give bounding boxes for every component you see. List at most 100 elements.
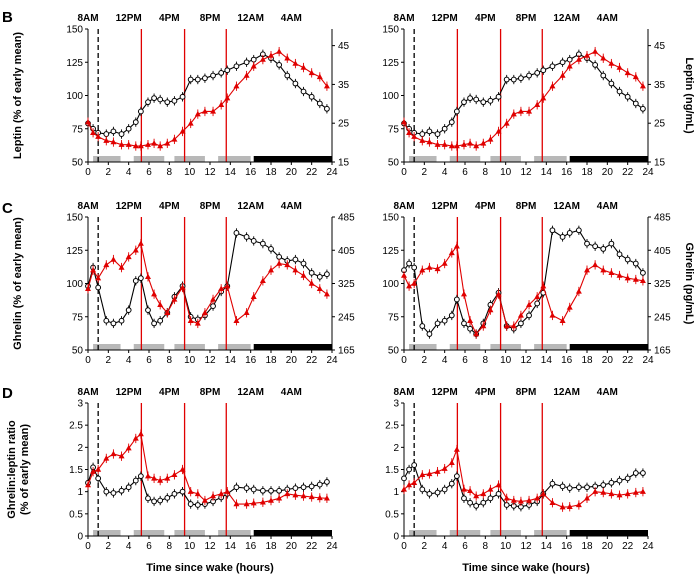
time-label: 12AM [237,201,264,212]
data-point-red [480,490,487,497]
data-point-red [90,129,97,135]
data-point-open [616,251,623,258]
data-point-red [401,118,407,125]
data-point-open [292,80,299,87]
data-point-red [616,492,623,498]
data-point-red [559,317,566,323]
data-point-red [300,272,307,278]
data-point-red [157,477,164,483]
y2-tick-label: 405 [654,246,671,257]
data-point-open [324,479,330,485]
data-point-open [137,108,144,115]
data-point-red [132,435,139,441]
data-point-red [308,493,315,500]
time-label: 4PM [475,13,496,24]
data-point-open [549,480,556,487]
y-tick-label: 125 [382,58,399,69]
x-tick-label: 12 [204,355,216,366]
time-label: 4AM [597,13,618,24]
data-point-red [179,128,186,134]
data-point-red [549,82,556,89]
data-point-open [268,246,274,252]
data-point-open [218,69,225,76]
data-point-open [164,494,171,501]
data-point-red [224,94,231,101]
data-point-red [584,495,590,501]
data-point-open [316,481,323,488]
x-tick-label: 18 [581,167,593,178]
data-point-red [448,459,455,466]
x-tick-label: 8 [167,355,173,366]
data-point-red [276,48,283,54]
data-point-open [233,230,240,236]
time-label: 8PM [200,13,221,24]
data-point-open [125,125,132,132]
data-point-red [441,465,448,471]
data-point-open [608,479,615,486]
data-point-red [194,490,201,497]
x-tick-label: 18 [581,541,593,552]
data-point-red [632,489,639,495]
data-point-open [461,320,467,327]
data-point-red [179,284,186,290]
x-tick-label: 22 [622,167,634,178]
y2-tick-label: 15 [338,158,350,169]
data-point-red [110,138,117,145]
data-point-red [434,265,441,272]
x-tick-label: 22 [306,355,318,366]
data-point-open [406,466,412,473]
data-point-open [171,97,178,104]
data-point-open [145,495,151,502]
data-point-open [534,300,541,307]
x-tick-label: 8 [483,541,489,552]
data-point-open [608,80,615,87]
data-point-red [250,63,257,69]
x-tick-label: 24 [326,355,338,366]
data-point-red [559,72,566,78]
data-point-open [487,97,494,104]
data-point-open [566,485,573,492]
light-period-bar [449,156,481,162]
data-point-open [426,331,433,337]
data-point-red [487,306,494,313]
y-tick-label: 1.5 [69,465,83,476]
time-label: 8PM [516,13,537,24]
data-point-red [401,272,407,278]
data-point-red [467,140,474,146]
data-point-red [233,500,240,507]
y2-tick-label: 165 [338,346,355,357]
data-point-red [448,142,455,149]
time-label: 8AM [77,13,98,24]
data-point-open [276,254,283,260]
data-point-red [201,309,208,315]
data-point-red [480,322,487,329]
data-point-open [584,484,590,491]
y-axis-label: Leptin (% of early mean) [12,32,24,159]
data-point-open [250,486,257,493]
data-point-open [224,67,231,74]
series-line-red [87,242,328,325]
data-point-red [566,304,573,310]
data-point-open [495,93,502,100]
x-tick-label: 20 [286,167,298,178]
data-point-red [503,120,510,126]
light-period-bar [409,344,437,350]
data-point-red [103,137,110,143]
data-point-red [164,309,171,315]
data-point-red [592,48,599,54]
time-label: 8AM [77,387,98,398]
data-point-open [467,95,473,102]
data-point-red [517,312,524,318]
data-point-red [608,490,615,497]
data-point-open [157,317,164,324]
data-point-open [419,323,426,329]
x-tick-label: 2 [422,541,428,552]
data-point-open [308,483,315,490]
x-tick-label: 22 [622,541,634,552]
data-point-red [250,499,257,506]
data-point-open [575,227,582,234]
x-tick-label: 0 [85,167,91,178]
dark-period-bar [253,156,332,162]
data-point-red [526,108,533,114]
